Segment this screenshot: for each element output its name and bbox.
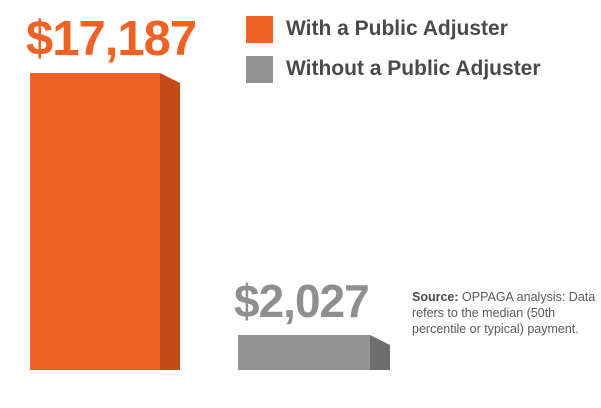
legend-label-with-adjuster: With a Public Adjuster — [286, 17, 508, 40]
legend-swatch-orange — [246, 15, 273, 43]
value-label-without-adjuster: $2,027 — [234, 275, 369, 327]
legend-swatch-gray — [246, 55, 273, 83]
bar-front-with-adjuster — [30, 73, 160, 370]
value-label-with-adjuster: $17,187 — [26, 12, 196, 66]
source-text: OPPAGA analysis: Data refers to the medi… — [412, 290, 596, 336]
bar-front-without-adjuster — [238, 334, 370, 370]
bar-side-with-adjuster — [160, 73, 180, 370]
legend: With a Public Adjuster Without a Public … — [246, 12, 541, 92]
bar-with-adjuster — [30, 73, 180, 370]
legend-item-with-adjuster: With a Public Adjuster — [246, 12, 541, 46]
legend-item-without-adjuster: Without a Public Adjuster — [246, 52, 541, 86]
bar-without-adjuster — [238, 334, 390, 370]
bar-side-without-adjuster — [370, 334, 390, 370]
source-note: Source: OPPAGA analysis: Data refers to … — [412, 289, 597, 337]
source-label: Source: — [412, 290, 459, 304]
legend-label-without-adjuster: Without a Public Adjuster — [286, 57, 541, 80]
